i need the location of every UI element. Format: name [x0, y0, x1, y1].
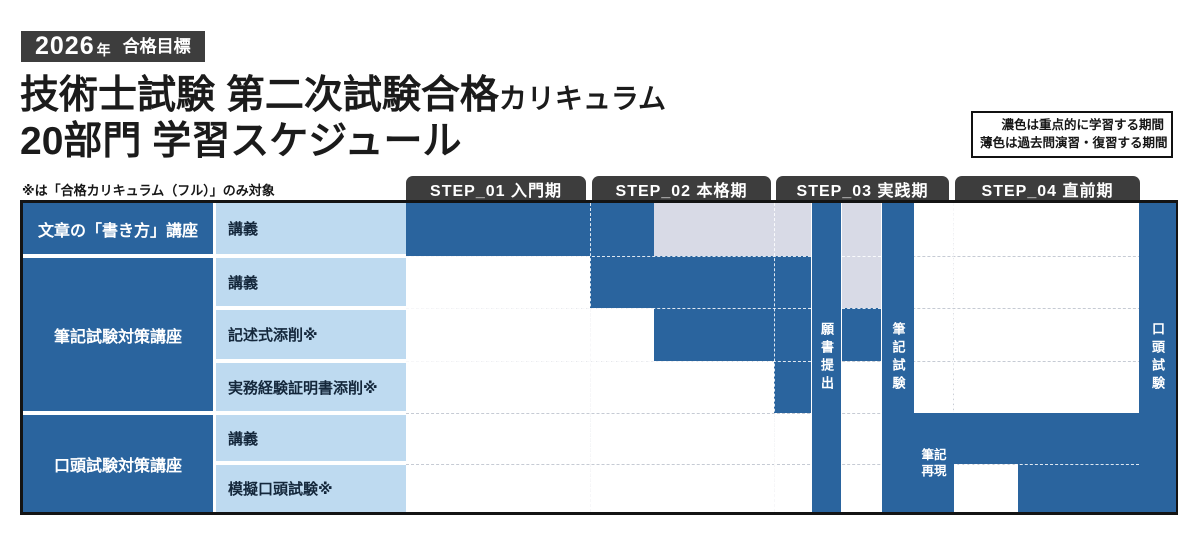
group-writing-course: 文章の「書き方」講座 — [23, 203, 213, 254]
step-header-03: STEP_03 実践期 — [776, 176, 949, 201]
milestone-oral-exam-label: 口頭試験 — [1150, 321, 1165, 394]
item-essay-correction: 記述式添削※ — [216, 310, 406, 359]
legend-box: 濃色は重点的に学習する期間 薄色は過去問演習・復習する期間 — [971, 111, 1173, 158]
bar-experience-cert-dark — [774, 361, 811, 413]
schedule-table: 文章の「書き方」講座 筆記試験対策講座 口頭試験対策講座 講義 講義 記述式添削… — [20, 200, 1178, 515]
title-main: 技術士試験 第二次試験合格 — [20, 74, 499, 117]
item-mock-oral-exam: 模擬口頭試験※ — [216, 465, 406, 512]
step-header-02: STEP_02 本格期 — [592, 176, 771, 201]
milestone-written-reproduction-band: 筆記再現 — [914, 413, 954, 512]
milestone-application-band: 願書提出 — [812, 203, 841, 512]
milestone-written-exam-label: 筆記試験 — [890, 321, 906, 394]
milestone-application-label: 願書提出 — [819, 321, 834, 394]
overlay-vline-step4 — [953, 203, 954, 413]
target-year-badge: 2026 年 合格目標 — [21, 31, 205, 62]
page-title-line1: 技術士試験 第二次試験合格カリキュラム — [20, 64, 666, 120]
group-written-exam-course: 筆記試験対策講座 — [23, 258, 213, 411]
bar-writing-lecture-light-2 — [842, 203, 881, 256]
milestone-oral-exam-band: 口頭試験 — [1139, 203, 1176, 512]
step-header-04: STEP_04 直前期 — [955, 176, 1140, 201]
bar-essay-correction-dark — [654, 308, 811, 361]
page-title-line2: 20部門 学習スケジュール — [20, 120, 462, 163]
item-oral-lecture: 講義 — [216, 415, 406, 461]
footnote-full-curriculum: ※は「合格カリキュラム（フル）」のみ対象 — [22, 183, 275, 198]
gantt-grid: 願書提出 筆記試験 筆記再現 口頭試験 — [406, 203, 1176, 512]
overlay-hline-r2b — [842, 308, 881, 309]
bar-writing-lecture-light — [654, 203, 811, 256]
bar-essay-correction-dark-2 — [842, 308, 881, 361]
overlay-vline-step3 — [774, 203, 775, 512]
overlay-hline-r5 — [954, 464, 1139, 465]
item-written-lecture: 講義 — [216, 258, 406, 306]
step-header-01: STEP_01 入門期 — [406, 176, 586, 201]
gridline-row5 — [406, 464, 1176, 465]
milestone-written-exam-band: 筆記試験 — [882, 203, 914, 512]
target-goal-label: 合格目標 — [122, 37, 191, 56]
item-experience-cert-correction: 実務経験証明書添削※ — [216, 363, 406, 411]
overlay-vline-step2 — [590, 203, 591, 512]
target-year: 2026 — [35, 32, 95, 60]
bar-written-lecture-light — [842, 256, 881, 308]
bar-writing-lecture-dark — [406, 203, 654, 256]
bar-oral-lecture-dark — [954, 413, 1139, 464]
overlay-hline-r2a — [406, 308, 811, 309]
gridline-row4 — [406, 413, 1176, 414]
legend-light-period: 薄色は過去問演習・復習する期間 — [980, 136, 1168, 150]
legend-dark-period: 濃色は重点的に学習する期間 — [1001, 118, 1164, 132]
bar-mock-oral-dark — [1018, 464, 1139, 512]
title-sub: カリキュラム — [498, 83, 667, 114]
overlay-hline-r3a — [406, 361, 811, 362]
bar-written-lecture-dark — [590, 256, 811, 308]
group-oral-exam-course: 口頭試験対策講座 — [23, 415, 213, 512]
overlay-hline-r1b — [842, 256, 881, 257]
item-writing-lecture: 講義 — [216, 203, 406, 254]
milestone-written-reproduction-label: 筆記再現 — [921, 447, 947, 478]
target-year-suffix: 年 — [96, 41, 111, 58]
overlay-hline-r1a — [406, 256, 811, 257]
